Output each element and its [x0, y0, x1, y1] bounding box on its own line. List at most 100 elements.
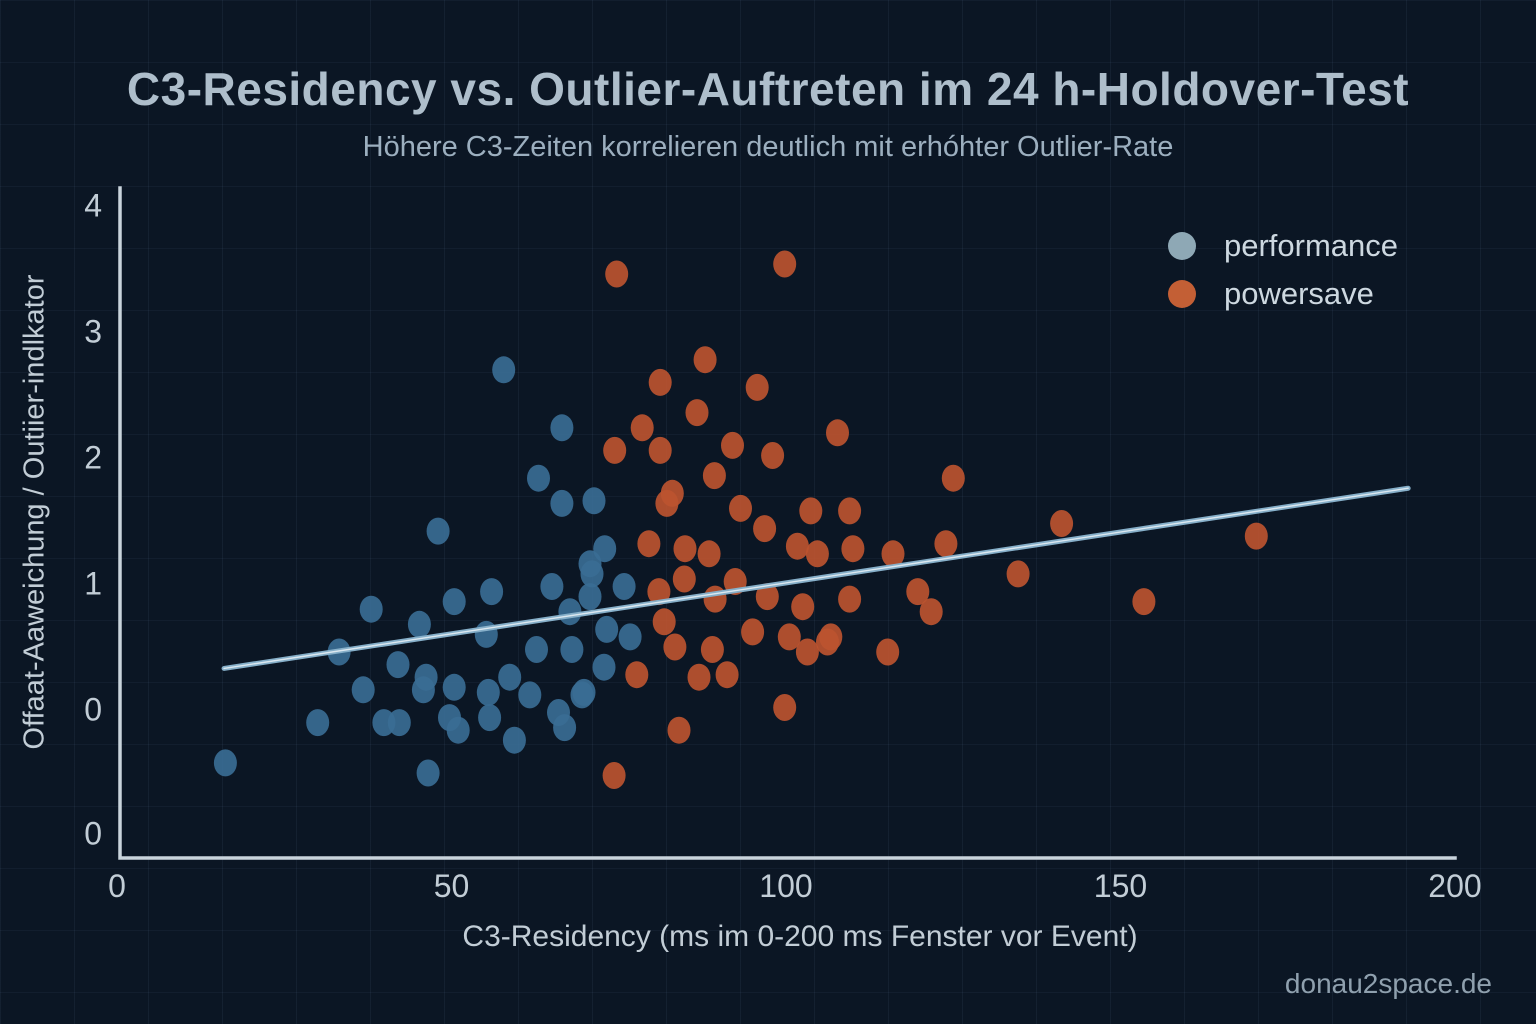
legend-label-performance: performance — [1224, 228, 1399, 263]
watermark: donau2space.de — [1284, 968, 1492, 999]
scatter-point-powersave — [941, 464, 965, 492]
scatter-point-performance — [442, 588, 466, 616]
scatter-point-powersave — [687, 663, 711, 691]
scatter-point-performance — [540, 573, 564, 600]
legend-item-powersave: powersave — [1168, 270, 1398, 318]
scatter-point-powersave — [805, 540, 829, 568]
scatter-point-performance — [518, 681, 542, 709]
scatter-point-powersave — [648, 436, 672, 464]
scatter-point-powersave — [655, 489, 679, 517]
scatter-point-performance — [618, 623, 642, 651]
scatter-point-performance — [595, 615, 619, 643]
scatter-point-performance — [476, 678, 500, 706]
scatter-point-performance — [426, 517, 450, 545]
scatter-point-powersave — [715, 661, 739, 689]
x-tick-label-3: 150 — [1093, 868, 1148, 904]
scatter-point-performance — [407, 610, 431, 638]
scatter-point-powersave — [791, 593, 815, 621]
scatter-point-powersave — [838, 585, 862, 613]
scatter-point-powersave — [685, 399, 709, 427]
scatter-point-performance — [570, 681, 594, 709]
y-tick-label-4: 0 — [84, 691, 102, 728]
scatter-point-powersave — [721, 431, 744, 459]
scatter-point-performance — [592, 653, 616, 681]
scatter-point-powersave — [785, 532, 809, 560]
scatter-point-powersave — [876, 638, 900, 666]
x-axis-label: C3-Residency (ms im 0-200 ms Fenster vor… — [462, 920, 1138, 953]
y-tick-label-5: 0 — [84, 815, 102, 852]
scatter-point-powersave — [838, 497, 862, 525]
scatter-point-powersave — [841, 535, 865, 563]
scatter-point-performance — [492, 356, 516, 384]
trend-line-core — [223, 487, 1409, 670]
legend: performance powersave — [1168, 222, 1398, 318]
scatter-point-powersave — [693, 346, 717, 374]
scatter-point-performance — [442, 673, 466, 701]
scatter-point-powersave — [934, 530, 958, 558]
scatter-point-powersave — [625, 661, 649, 689]
scatter-point-powersave — [773, 250, 797, 278]
x-tick-label-0: 0 — [108, 868, 126, 904]
scatter-point-powersave — [729, 494, 752, 522]
scatter-point-powersave — [1050, 510, 1074, 537]
scatter-point-performance — [446, 716, 470, 744]
scatter-point-powersave — [799, 497, 823, 525]
scatter-point-powersave — [652, 608, 676, 636]
scatter-point-powersave — [702, 462, 726, 490]
powersave-legend-dot-icon — [1168, 280, 1196, 308]
scatter-point-powersave — [697, 540, 721, 568]
scatter-point-powersave — [1132, 588, 1156, 616]
scatter-point-powersave — [1244, 522, 1268, 550]
scatter-point-powersave — [630, 414, 654, 442]
scatter-point-performance — [411, 676, 435, 704]
y-tick-label-0: 4 — [84, 187, 102, 224]
scatter-point-performance — [416, 759, 440, 787]
scatter-point-performance — [612, 573, 636, 600]
scatter-point-powersave — [637, 530, 661, 558]
scatter-point-performance — [593, 535, 617, 563]
scatter-point-performance — [550, 489, 574, 517]
scatter-point-powersave — [673, 535, 697, 563]
legend-item-performance: performance — [1168, 222, 1398, 270]
scatter-point-powersave — [761, 442, 785, 469]
y-tick-label-3: 1 — [84, 565, 102, 602]
scatter-point-performance — [578, 583, 602, 611]
scatter-point-performance — [359, 595, 383, 623]
scatter-point-powersave — [700, 636, 724, 663]
scatter-point-performance — [498, 663, 522, 691]
scatter-point-powersave — [1006, 560, 1030, 588]
scatter-point-powersave — [667, 716, 691, 744]
scatter-point-performance — [387, 709, 411, 737]
scatter-point-powersave — [777, 623, 801, 651]
scatter-point-powersave — [755, 583, 779, 611]
scatter-point-powersave — [648, 368, 672, 396]
scatter-point-performance — [480, 578, 504, 606]
chart-title: C3-Residency vs. Outlier-Auftreten im 24… — [126, 63, 1410, 115]
scatter-point-powersave — [795, 638, 819, 666]
performance-legend-dot-icon — [1168, 232, 1196, 260]
scatter-point-powersave — [672, 565, 696, 593]
scatter-point-powersave — [663, 633, 687, 661]
scatter-point-performance — [502, 726, 526, 754]
scatter-point-performance — [213, 749, 237, 777]
scatter-point-performance — [582, 487, 606, 515]
scatter-point-performance — [558, 598, 582, 626]
scatter-point-powersave — [906, 578, 930, 606]
scatter-point-performance — [386, 651, 410, 679]
scatter-point-powersave — [602, 762, 626, 789]
scatter-point-performance — [478, 704, 502, 732]
scatter-point-powersave — [753, 515, 777, 543]
scatter-point-performance — [351, 676, 375, 704]
scatter-point-powersave — [881, 540, 905, 568]
scatter-point-powersave — [605, 260, 629, 288]
scatter-point-performance — [306, 709, 330, 737]
y-axis-label: Offaat-Aaweichung / Outiier-indlkator — [18, 274, 51, 750]
scatter-point-powersave — [826, 419, 849, 447]
scatter-point-powersave — [603, 436, 627, 464]
scatter-point-powersave — [919, 598, 943, 626]
scatter-point-performance — [525, 636, 548, 663]
scatter-point-powersave — [647, 578, 671, 606]
scatter-point-powersave — [773, 694, 797, 721]
